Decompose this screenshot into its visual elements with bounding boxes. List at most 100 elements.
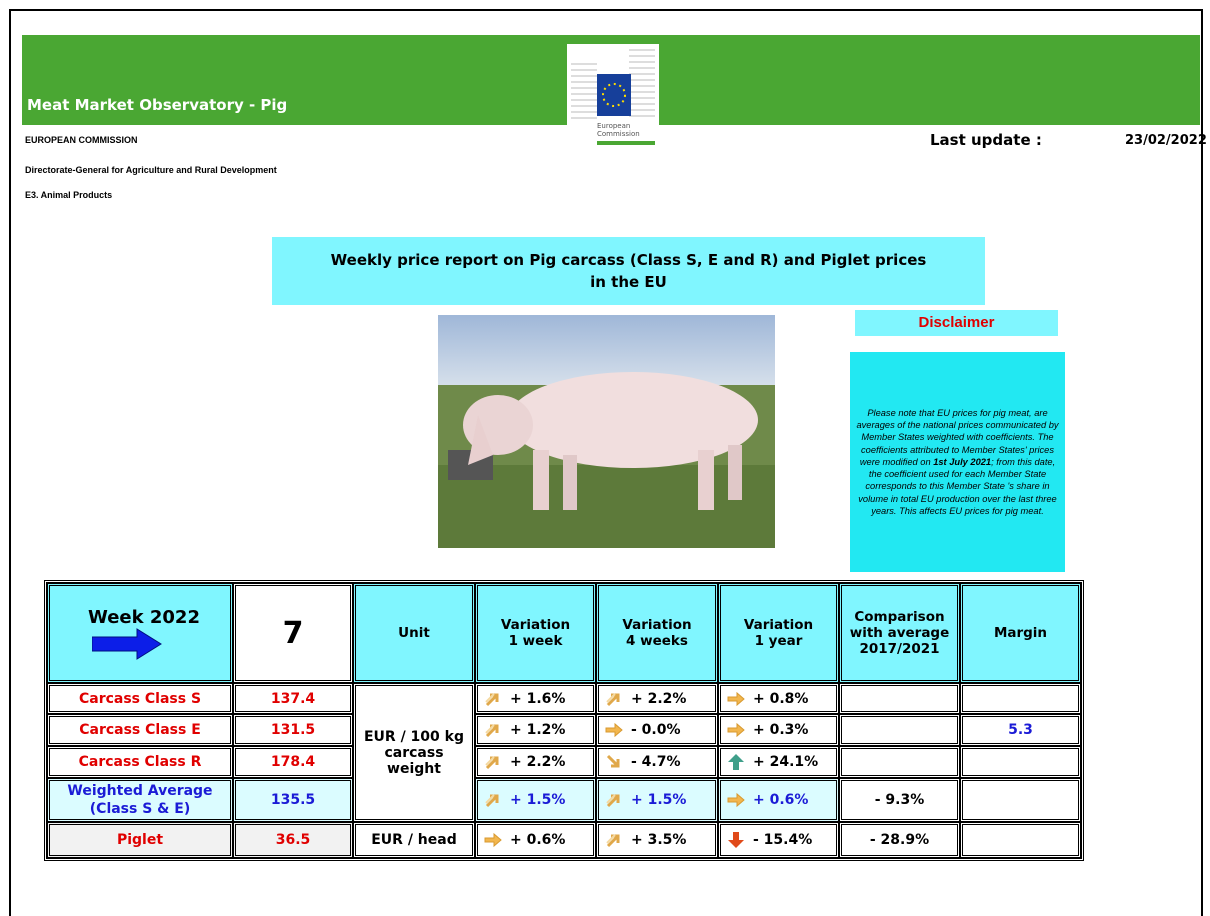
comparison: - 28.9%	[839, 822, 960, 858]
disclaimer-text: Please note that EU prices for pig meat,…	[855, 407, 1060, 517]
unit-cell: EUR / 100 kg carcass weight	[353, 683, 475, 822]
week-number: 7	[233, 583, 353, 683]
row-label: Weighted Average (Class S & E)	[47, 778, 233, 822]
variation-text: + 0.6%	[753, 792, 809, 808]
col-header: Variation 4 weeks	[596, 583, 718, 683]
col-header: Comparison with average 2017/2021	[839, 583, 960, 683]
col-header-line: 1 year	[754, 633, 803, 649]
margin	[960, 746, 1081, 778]
variation: - 4.7%	[596, 746, 718, 778]
col-header-line: with average	[849, 625, 950, 641]
report-title-line: in the EU	[590, 273, 667, 291]
disclaimer-date: 1st July 2021	[933, 456, 992, 467]
variation: + 0.6%	[475, 822, 596, 858]
variation-text: + 1.5%	[510, 792, 566, 808]
trend-icon	[484, 723, 499, 738]
directorate: Directorate-General for Agriculture and …	[25, 165, 277, 175]
variation-text: + 0.8%	[753, 690, 809, 707]
trend-icon	[727, 723, 745, 737]
unit-line: carcass weight	[384, 744, 444, 777]
variation-text: - 15.4%	[753, 832, 813, 848]
col-header: Margin	[960, 583, 1081, 683]
trend-icon	[484, 755, 499, 770]
row: Carcass Class S 137.4 EUR / 100 kg carcas…	[47, 683, 1081, 822]
variation: + 1.5%	[596, 778, 718, 822]
comparison	[839, 683, 960, 714]
logo-text: Commission	[597, 130, 640, 138]
disclaimer-text: Please note that EU prices for pig meat,…	[856, 408, 1059, 467]
row-label-line: Weighted Average	[67, 783, 213, 799]
variation: + 0.8%	[718, 683, 839, 714]
row-label-line: (Class S & E)	[89, 801, 191, 817]
disclaimer-box: Please note that EU prices for pig meat,…	[850, 352, 1065, 572]
variation: + 2.2%	[475, 746, 596, 778]
col-header-line: Variation	[743, 617, 814, 633]
trend-icon	[605, 692, 620, 706]
col-header: Unit	[353, 583, 475, 683]
row-label: Carcass Class R	[47, 746, 233, 778]
col-header-line: 4 weeks	[626, 633, 688, 649]
margin	[960, 822, 1081, 858]
variation: - 0.0%	[596, 714, 718, 746]
trend-icon	[484, 793, 499, 808]
col-header-line: Comparison	[854, 609, 945, 625]
trend-icon	[484, 692, 499, 706]
logo-graphic: European Commission	[571, 49, 655, 145]
price: 137.4	[233, 683, 353, 714]
row-label: Piglet	[47, 822, 233, 858]
variation-text: - 4.7%	[631, 754, 681, 770]
header-row: Week 2022 7 Unit Variation 1 week Variati…	[47, 583, 1081, 683]
price: 135.5	[233, 778, 353, 822]
variation-text: + 1.2%	[510, 722, 566, 738]
variation: + 1.6%	[475, 683, 596, 714]
col-header-line: 2017/2021	[859, 641, 940, 657]
variation: + 1.5%	[475, 778, 596, 822]
variation-text: + 1.5%	[631, 792, 687, 808]
page-frame	[9, 9, 1203, 916]
row: Carcass Class E 131.5 + 1.2% - 0.0% + 0.…	[47, 714, 1081, 746]
margin	[960, 683, 1081, 714]
price-table: Week 2022 7 Unit Variation 1 week Variati…	[44, 580, 1084, 861]
variation-text: + 0.3%	[753, 722, 809, 738]
site-title: Meat Market Observatory - Pig	[27, 96, 288, 114]
report-title-line: Weekly price report on Pig carcass (Clas…	[330, 251, 927, 269]
variation: + 24.1%	[718, 746, 839, 778]
price: 131.5	[233, 714, 353, 746]
variation: + 2.2%	[596, 683, 718, 714]
unit-name: E3. Animal Products	[25, 190, 113, 200]
logo-text: European	[597, 122, 630, 130]
report-title: Weekly price report on Pig carcass (Clas…	[272, 237, 985, 305]
col-header: Variation 1 week	[475, 583, 596, 683]
unit-line: EUR / 100 kg	[363, 728, 464, 745]
col-header-line: Variation	[622, 617, 692, 633]
margin: 5.3	[960, 714, 1081, 746]
trend-icon	[727, 692, 745, 705]
trend-icon	[605, 793, 620, 808]
trend-icon	[484, 833, 502, 847]
comparison: - 9.3%	[839, 778, 960, 822]
disclaimer-text: ; from this date, the coefficient used f…	[858, 456, 1057, 516]
variation: + 3.5%	[596, 822, 718, 858]
disclaimer-heading: Disclaimer	[855, 310, 1058, 336]
col-header-line: 1 week	[508, 633, 563, 649]
row-label: Carcass Class E	[47, 714, 233, 746]
trend-icon	[728, 754, 744, 770]
price: 178.4	[233, 746, 353, 778]
row: Weighted Average (Class S & E) 135.5 + 1.…	[47, 778, 1081, 822]
col-header-line: Variation	[500, 617, 571, 633]
ec-logo: European Commission	[567, 44, 659, 146]
variation-text: - 0.0%	[631, 722, 681, 738]
variation-text: + 24.1%	[753, 754, 819, 770]
variation-text: + 2.2%	[631, 690, 687, 707]
margin	[960, 778, 1081, 822]
week-label: Week 2022	[47, 583, 233, 683]
trend-icon	[605, 723, 623, 737]
variation: - 15.4%	[718, 822, 839, 858]
pig-photo	[438, 315, 775, 548]
trend-icon	[728, 832, 744, 848]
price: 36.5	[233, 822, 353, 858]
trend-icon	[605, 833, 620, 848]
variation-text: + 0.6%	[510, 832, 566, 848]
variation: + 0.3%	[718, 714, 839, 746]
